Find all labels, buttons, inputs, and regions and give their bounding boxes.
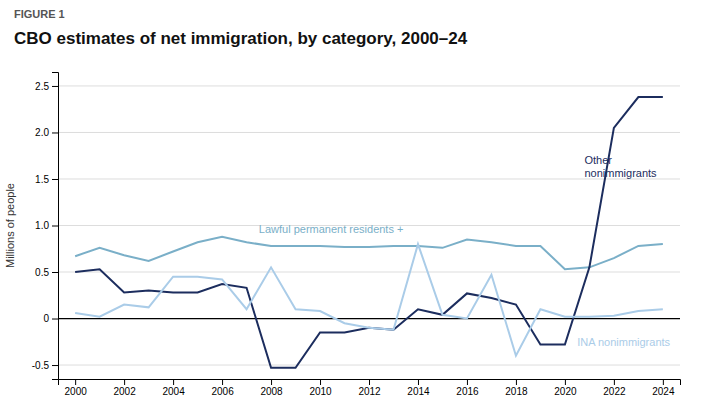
figure-label: FIGURE 1 [14, 8, 65, 20]
grid-line [58, 132, 680, 133]
y-tick-label: 1.5 [35, 174, 49, 185]
grid-line [58, 85, 680, 86]
x-tick: 2018 [505, 379, 528, 397]
y-tick-label: 0.5 [35, 267, 49, 278]
x-tick: 2024 [652, 379, 675, 397]
x-tick-label: 2000 [65, 386, 88, 397]
x-tick-mark [271, 379, 272, 385]
x-tick-mark [663, 379, 664, 385]
x-axis-line [59, 380, 681, 386]
x-tick-mark [467, 379, 468, 385]
x-tick-mark [418, 379, 419, 385]
x-tick-label: 2020 [554, 386, 577, 397]
annotations: Lawful permanent residents + Othernonimmi… [259, 154, 671, 348]
x-tick-mark [75, 379, 76, 385]
x-tick: 2012 [358, 379, 381, 397]
x-tick-mark [173, 379, 174, 385]
x-tick-label: 2008 [260, 386, 283, 397]
grid-line [58, 178, 680, 179]
x-tick-label: 2024 [652, 386, 675, 397]
x-axis: 2000 2002 2004 2006 2008 2010 2012 2014 2016 2018… [59, 379, 681, 397]
x-tick: 2022 [603, 379, 626, 397]
y-tick-mark [52, 272, 58, 273]
x-tick-label: 2006 [211, 386, 234, 397]
x-tick: 2008 [260, 379, 283, 397]
y-tick-label: 1.0 [35, 220, 49, 231]
y-tick: 1.0 [35, 220, 58, 231]
y-tick-label: 2.0 [35, 127, 49, 138]
x-tick-label: 2002 [113, 386, 136, 397]
x-tick-mark [614, 379, 615, 385]
x-tick-label: 2016 [456, 386, 479, 397]
y-tick-mark [52, 319, 58, 320]
x-tick-mark [124, 379, 125, 385]
annotation: Lawful permanent residents + [259, 223, 404, 235]
y-axis-title: Millions of people [4, 183, 16, 268]
x-tick-label: 2014 [407, 386, 430, 397]
y-tick-mark [52, 365, 58, 366]
y-tick: 2.0 [35, 127, 58, 138]
x-tick: 2014 [407, 379, 430, 397]
grid-line [58, 272, 680, 273]
x-tick: 2004 [162, 379, 185, 397]
lines [75, 97, 663, 368]
x-tick-label: 2004 [162, 386, 185, 397]
y-tick-label: 0 [43, 313, 49, 324]
x-tick: 2002 [113, 379, 136, 397]
title: CBO estimates of net immigration, by cat… [14, 29, 468, 48]
x-tick: 2016 [456, 379, 479, 397]
grid-line [58, 318, 680, 319]
y-axis: -0.5 0 0.5 1.0 1.5 2.0 2.5 [32, 73, 59, 380]
y-tick-mark [52, 179, 58, 180]
x-tick-label: 2018 [505, 386, 528, 397]
x-tick-mark [565, 379, 566, 385]
y-tick: 0.5 [35, 267, 58, 278]
annotation: Othernonimmigrants [584, 154, 657, 179]
x-tick: 2010 [309, 379, 332, 397]
y-tick: 0 [43, 313, 58, 324]
series-line [75, 237, 663, 270]
y-tick-mark [52, 132, 58, 133]
x-tick-mark [222, 379, 223, 385]
y-tick-label: 2.5 [35, 81, 49, 92]
series-line [75, 244, 663, 356]
x-tick: 2020 [554, 379, 577, 397]
chart: FIGURE 1 CBO estimates of net immigration… [0, 0, 702, 407]
y-tick-label: -0.5 [32, 360, 50, 371]
y-tick-mark [52, 226, 58, 227]
y-tick: 2.5 [35, 81, 58, 92]
annotation: INA nonimmigrants [577, 336, 670, 348]
x-tick-mark [369, 379, 370, 385]
y-axis-line [52, 73, 59, 380]
y-tick: 1.5 [35, 174, 58, 185]
x-tick-mark [320, 379, 321, 385]
x-tick-mark [516, 379, 517, 385]
x-tick: 2006 [211, 379, 234, 397]
y-tick-mark [52, 86, 58, 87]
x-tick-label: 2022 [603, 386, 626, 397]
plot: -0.5 0 0.5 1.0 1.5 2.0 2.5 2000 2002 2004 2006 2008… [32, 73, 681, 398]
x-tick-label: 2010 [309, 386, 332, 397]
x-tick-label: 2012 [358, 386, 381, 397]
x-tick: 2000 [65, 379, 88, 397]
series-line [75, 97, 663, 368]
y-tick: -0.5 [32, 360, 58, 371]
grid-line [58, 365, 680, 366]
grid [58, 86, 680, 365]
